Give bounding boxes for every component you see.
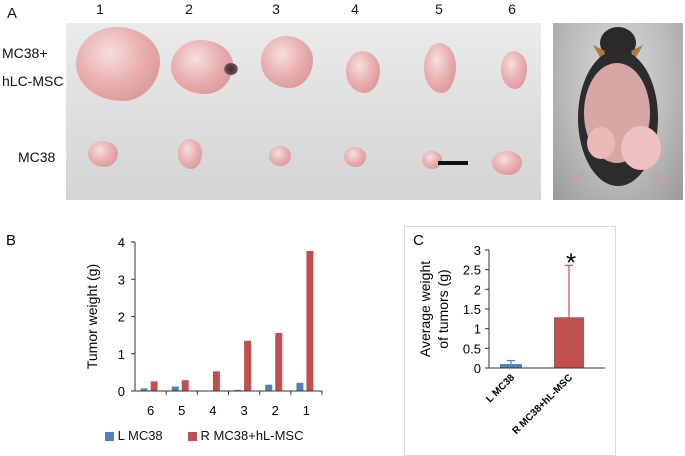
- tumor-bottom-6: [492, 151, 522, 175]
- tumor-top-5: [424, 43, 456, 93]
- x-tick-label: R MC38+hL-MSC: [511, 372, 576, 437]
- tumor-bottom-5: [422, 151, 442, 169]
- lane-label-4: 4: [351, 1, 359, 17]
- lane-label-3: 3: [272, 1, 280, 17]
- lane-label-6: 6: [508, 1, 516, 17]
- row-label-top-line2: hLC-MSC: [2, 73, 64, 89]
- x-tick-label: 3: [240, 403, 247, 418]
- y-axis-label: Tumor weight (g): [84, 264, 100, 369]
- bar-l-mc38-1: [296, 382, 304, 391]
- bar-r-mc38-hl-msc-5: [181, 380, 189, 391]
- bar-r-mc38-hl-msc: [554, 317, 584, 368]
- y-axis-label-line2: of tumors (g): [435, 269, 451, 348]
- panel-a-letter: A: [7, 5, 18, 22]
- bar-l-mc38-2: [265, 384, 273, 391]
- tumor-top-3: [261, 36, 313, 88]
- bar-l-mc38: [500, 364, 522, 368]
- y-tick-label: 1: [118, 347, 125, 362]
- lane-label-5: 5: [435, 1, 443, 17]
- mouse-photo: [553, 23, 683, 200]
- y-tick-label: 1.5: [463, 302, 481, 317]
- bar-r-mc38-hl-msc-3: [244, 340, 252, 391]
- legend: L MC38 R MC38+hL-MSC: [105, 428, 304, 443]
- bar-l-mc38-6: [140, 388, 148, 391]
- lane-label-1: 1: [96, 1, 104, 17]
- x-tick-label: L MC38: [484, 372, 517, 405]
- y-tick-label: 0: [118, 384, 125, 399]
- y-tick-label: 4: [118, 235, 125, 250]
- x-tick-label: 4: [209, 403, 216, 418]
- bar-l-mc38-5: [171, 386, 179, 391]
- bar-l-mc38-3: [234, 389, 242, 391]
- bar-r-mc38-hl-msc-2: [275, 332, 283, 391]
- panel-c-letter: C: [413, 232, 424, 249]
- y-tick-label: 2: [118, 310, 125, 325]
- panel-b-letter: B: [6, 232, 16, 249]
- bar-r-mc38-hl-msc-1: [306, 250, 314, 391]
- scale-bar: [438, 161, 468, 165]
- tumor-top-2: [171, 40, 233, 94]
- legend-swatch-l-mc38: [105, 432, 114, 442]
- bar-r-mc38-hl-msc-6: [150, 381, 158, 391]
- legend-label-l-mc38: L MC38: [117, 428, 163, 443]
- row-label-bottom: MC38: [18, 149, 56, 165]
- significance-marker: *: [566, 247, 576, 277]
- tumor-bottom-1: [88, 141, 118, 167]
- y-tick-label: 0: [474, 361, 481, 376]
- tumor-bottom-2: [178, 139, 202, 169]
- y-tick-label: 1: [474, 322, 481, 337]
- y-tick-label: 3: [474, 243, 481, 258]
- x-tick-label: 6: [147, 403, 154, 418]
- y-tick-label: 2: [474, 282, 481, 297]
- lane-label-2: 2: [185, 1, 193, 17]
- y-tick-label: 3: [118, 272, 125, 287]
- x-tick-label: 2: [272, 403, 279, 418]
- x-tick-label: 1: [303, 403, 310, 418]
- tumor-bottom-3: [269, 146, 291, 166]
- tumor-top-1: [76, 27, 160, 101]
- tumor-top-6: [501, 51, 527, 89]
- row-label-top-line1: MC38+: [2, 45, 48, 61]
- y-tick-label: 0.5: [463, 341, 481, 356]
- y-axis-label-line1: Average weight: [417, 261, 433, 357]
- mouse-illustration: [569, 27, 667, 186]
- tumor-top-4: [346, 51, 380, 93]
- x-tick-label: 5: [178, 403, 185, 418]
- tumor-dark-spot: [224, 63, 238, 75]
- tumor-photo: [66, 23, 541, 200]
- tumor-weight-bar-chart: B 0 1 2 3 4 6 5 4 3 2 1 Tumor weight (g): [6, 232, 323, 418]
- y-tick-label: 2.5: [463, 263, 481, 278]
- tumor-bottom-4: [344, 147, 366, 167]
- legend-label-r-mc38-hl-msc: R MC38+hL-MSC: [200, 428, 304, 443]
- legend-swatch-r-mc38-hl-msc: [187, 432, 197, 442]
- bar-r-mc38-hl-msc-4: [212, 371, 220, 391]
